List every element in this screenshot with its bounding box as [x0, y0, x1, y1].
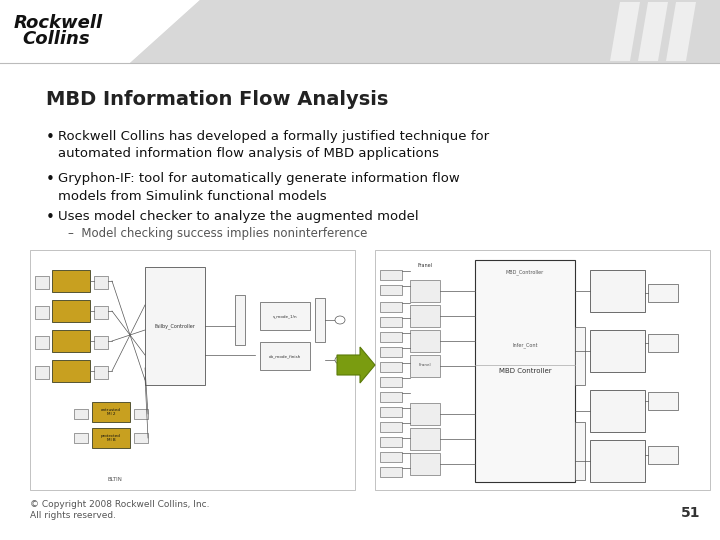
Text: Rockwell Collins has developed a formally justified technique for
automated info: Rockwell Collins has developed a formall…: [58, 130, 489, 160]
Bar: [380, 452, 402, 462]
Bar: [145, 267, 205, 385]
Bar: [30, 250, 355, 490]
Bar: [52, 270, 90, 292]
Bar: [52, 300, 90, 322]
Text: Gryphon-IF: tool for automatically generate information flow
models from Simulin: Gryphon-IF: tool for automatically gener…: [58, 172, 460, 202]
Bar: [410, 428, 440, 450]
Bar: [380, 362, 402, 372]
Bar: [380, 347, 402, 357]
Bar: [648, 446, 678, 464]
Bar: [235, 295, 245, 345]
Bar: [380, 317, 402, 327]
Bar: [590, 390, 645, 432]
Text: MBD Information Flow Analysis: MBD Information Flow Analysis: [46, 90, 388, 109]
Text: Collins: Collins: [22, 30, 89, 49]
Bar: [52, 360, 90, 382]
Bar: [648, 284, 678, 302]
Bar: [92, 402, 130, 422]
Bar: [375, 250, 710, 490]
Text: •: •: [46, 130, 55, 145]
Bar: [410, 403, 440, 425]
Polygon shape: [610, 2, 640, 61]
Bar: [648, 334, 678, 352]
Text: •: •: [46, 210, 55, 225]
Bar: [380, 437, 402, 447]
Bar: [74, 409, 88, 419]
Polygon shape: [666, 2, 696, 61]
Bar: [35, 366, 49, 379]
Polygon shape: [638, 2, 668, 61]
Bar: [410, 453, 440, 475]
Bar: [475, 260, 575, 482]
Text: MBD Controller: MBD Controller: [499, 368, 552, 374]
Text: Failby_Controller: Failby_Controller: [155, 323, 195, 329]
Polygon shape: [130, 0, 720, 63]
Bar: [35, 336, 49, 349]
Text: Franel: Franel: [418, 263, 433, 268]
Text: © Copyright 2008 Rockwell Collins, Inc.
All rights reserved.: © Copyright 2008 Rockwell Collins, Inc. …: [30, 500, 210, 520]
Bar: [94, 306, 108, 319]
Bar: [380, 332, 402, 342]
Bar: [260, 302, 310, 330]
Polygon shape: [337, 347, 375, 383]
Text: Rockwell: Rockwell: [14, 15, 103, 32]
Bar: [380, 467, 402, 477]
Polygon shape: [0, 0, 200, 63]
Bar: [94, 276, 108, 289]
Text: s_mode_1/n: s_mode_1/n: [273, 314, 297, 318]
Bar: [380, 285, 402, 295]
Text: BLTIN: BLTIN: [107, 477, 122, 482]
Text: •: •: [46, 172, 55, 187]
Bar: [94, 336, 108, 349]
Bar: [410, 305, 440, 327]
Polygon shape: [0, 0, 720, 63]
Bar: [380, 407, 402, 417]
Ellipse shape: [335, 316, 345, 324]
Bar: [648, 392, 678, 410]
Text: 51: 51: [680, 506, 700, 520]
Bar: [575, 327, 585, 385]
Bar: [590, 330, 645, 372]
Bar: [35, 276, 49, 289]
Bar: [575, 422, 585, 480]
Text: protected
MI B: protected MI B: [101, 434, 121, 442]
Bar: [380, 377, 402, 387]
Text: Infer_Cont: Infer_Cont: [512, 342, 538, 348]
Bar: [35, 306, 49, 319]
Text: entrusted
MI 2: entrusted MI 2: [101, 408, 121, 416]
Bar: [134, 433, 148, 443]
Text: do_mode_finish: do_mode_finish: [269, 354, 301, 358]
Bar: [410, 280, 440, 302]
Ellipse shape: [335, 356, 345, 364]
Bar: [315, 298, 325, 342]
Bar: [380, 422, 402, 432]
Bar: [134, 409, 148, 419]
Bar: [94, 366, 108, 379]
Bar: [380, 270, 402, 280]
Text: –  Model checking success implies noninterference: – Model checking success implies noninte…: [68, 227, 367, 240]
Bar: [590, 270, 645, 312]
Bar: [52, 330, 90, 352]
Bar: [380, 392, 402, 402]
Text: MBD_Controller: MBD_Controller: [506, 269, 544, 275]
Bar: [590, 440, 645, 482]
Bar: [74, 433, 88, 443]
Bar: [410, 355, 440, 377]
Text: Franel: Franel: [419, 363, 431, 367]
Bar: [92, 428, 130, 448]
Text: Uses model checker to analyze the augmented model: Uses model checker to analyze the augmen…: [58, 210, 418, 223]
Bar: [380, 302, 402, 312]
Bar: [410, 330, 440, 352]
Bar: [260, 342, 310, 370]
